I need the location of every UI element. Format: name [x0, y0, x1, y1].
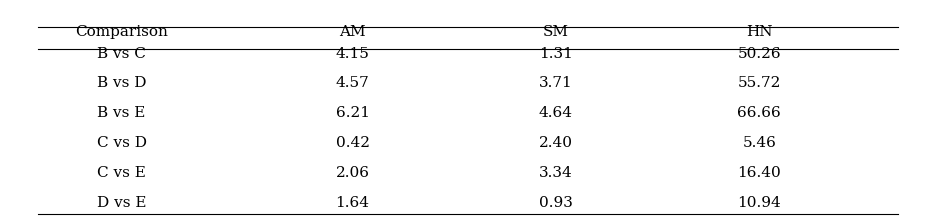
Text: 4.64: 4.64	[539, 106, 573, 121]
Text: 4.57: 4.57	[336, 77, 370, 90]
Text: 3.34: 3.34	[539, 166, 573, 180]
Text: 4.15: 4.15	[336, 46, 370, 61]
Text: B vs D: B vs D	[96, 77, 146, 90]
Text: D vs E: D vs E	[96, 196, 146, 210]
Text: 10.94: 10.94	[737, 196, 781, 210]
Text: C vs E: C vs E	[97, 166, 146, 180]
Text: 5.46: 5.46	[743, 136, 776, 150]
Text: AM: AM	[339, 25, 366, 39]
Text: SM: SM	[543, 25, 569, 39]
Text: 1.64: 1.64	[336, 196, 370, 210]
Text: B vs E: B vs E	[97, 106, 146, 121]
Text: 2.40: 2.40	[539, 136, 573, 150]
Text: 50.26: 50.26	[738, 46, 781, 61]
Text: 2.06: 2.06	[336, 166, 370, 180]
Text: B vs C: B vs C	[97, 46, 146, 61]
Text: Comparison: Comparison	[75, 25, 168, 39]
Text: 1.31: 1.31	[539, 46, 573, 61]
Text: 0.93: 0.93	[539, 196, 573, 210]
Text: 55.72: 55.72	[738, 77, 781, 90]
Text: C vs D: C vs D	[96, 136, 146, 150]
Text: 66.66: 66.66	[737, 106, 781, 121]
Text: 16.40: 16.40	[737, 166, 781, 180]
Text: 6.21: 6.21	[336, 106, 370, 121]
Text: 3.71: 3.71	[539, 77, 573, 90]
Text: HN: HN	[746, 25, 772, 39]
Text: 0.42: 0.42	[336, 136, 370, 150]
